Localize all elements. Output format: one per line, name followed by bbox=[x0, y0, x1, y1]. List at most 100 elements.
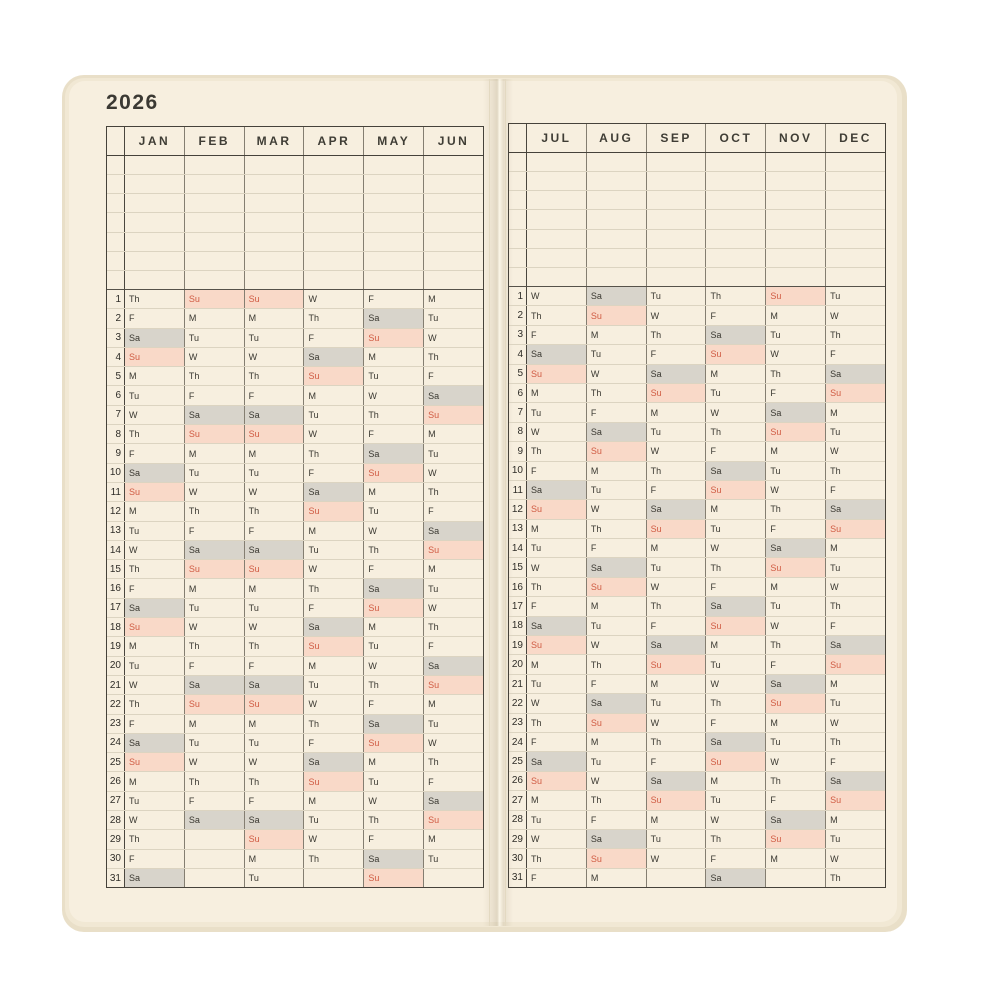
weekday-cell: Sa bbox=[244, 811, 305, 830]
weekday-cell: W bbox=[364, 386, 425, 405]
blank-cell bbox=[826, 268, 885, 286]
blank-number-cell bbox=[107, 175, 125, 194]
weekday-cell: M bbox=[587, 325, 647, 345]
blank-cell bbox=[245, 270, 305, 289]
day-number-cell: 4 bbox=[107, 347, 125, 367]
day-number-cell: 24 bbox=[509, 732, 527, 752]
weekday-cell: Su bbox=[586, 577, 647, 597]
weekday-cell: Su bbox=[244, 425, 305, 444]
weekday-cell: W bbox=[364, 791, 425, 811]
weekday-cell: M bbox=[706, 636, 767, 655]
weekday-cell: W bbox=[766, 616, 827, 636]
blank-cell bbox=[424, 175, 483, 193]
day-row: 1 Th Su Su W F M bbox=[107, 290, 483, 309]
weekday-cell: M bbox=[364, 618, 425, 637]
weekday-cell: M bbox=[125, 772, 185, 791]
blank-cell bbox=[647, 210, 707, 229]
weekday-cell: Th bbox=[706, 422, 767, 442]
weekday-cell: F bbox=[304, 463, 365, 482]
weekday-cell: F bbox=[125, 849, 185, 868]
weekday-cell: F bbox=[364, 560, 425, 579]
weekday-cell: Su bbox=[364, 328, 425, 347]
blank-cell bbox=[587, 267, 647, 286]
weekday-cell: Sa bbox=[125, 463, 185, 482]
weekday-cell: Su bbox=[364, 598, 425, 618]
weekday-cell: Su bbox=[424, 811, 483, 830]
weekday-cell: Sa bbox=[424, 656, 483, 675]
day-number-cell: 10 bbox=[107, 463, 125, 482]
day-row: 23 F M M Th Sa Tu bbox=[107, 713, 483, 733]
weekday-cell: W bbox=[245, 347, 305, 367]
weekday-cell: Tu bbox=[125, 656, 185, 675]
day-number-cell: 22 bbox=[107, 695, 125, 714]
weekday-cell: W bbox=[125, 811, 185, 830]
weekday-cell: F bbox=[766, 519, 827, 539]
weekday-cell: Th bbox=[125, 290, 185, 309]
weekday-cell: W bbox=[185, 753, 245, 772]
day-number-cell: 23 bbox=[107, 714, 125, 733]
day-row: 20 M Th Su Tu F Su bbox=[509, 654, 885, 674]
weekday-cell: M bbox=[304, 386, 365, 405]
blank-cell bbox=[766, 267, 827, 286]
weekday-cell: Su bbox=[364, 733, 425, 753]
weekday-cell: Th bbox=[185, 367, 245, 386]
weekday-cell: Tu bbox=[587, 616, 647, 636]
day-number-cell: 30 bbox=[509, 849, 527, 868]
weekday-cell: W bbox=[527, 829, 587, 849]
day-row: 12 M Th Th Su Tu F bbox=[107, 501, 483, 521]
weekday-cell: Tu bbox=[185, 598, 245, 618]
blank-cell bbox=[706, 248, 767, 267]
weekday-cell: Su bbox=[527, 636, 587, 655]
weekday-cell: Su bbox=[586, 713, 647, 732]
weekday-cell: W bbox=[527, 558, 587, 577]
year-title: 2026 bbox=[106, 91, 159, 114]
blank-cell bbox=[826, 172, 885, 190]
weekday-cell: Sa bbox=[826, 636, 885, 655]
weekday-cell: M bbox=[428, 834, 436, 845]
blank-cell bbox=[766, 153, 827, 172]
weekday-cell: Sa bbox=[766, 674, 827, 694]
weekday-cell: Sa bbox=[706, 597, 767, 616]
day-row: 8 W Sa Tu Th Su Tu bbox=[509, 421, 885, 442]
weekday-cell bbox=[185, 868, 245, 888]
day-row: 14 W Sa Sa Tu Th Su bbox=[107, 539, 483, 560]
weekday-cell: W bbox=[304, 695, 365, 714]
weekday-cell: Su bbox=[244, 560, 305, 579]
weekday-cell: Sa bbox=[646, 500, 707, 519]
weekday-cell: Su bbox=[826, 791, 885, 810]
weekday-cell: Sa bbox=[706, 325, 767, 345]
weekday-cell: M bbox=[364, 482, 425, 502]
weekday-cell: Tu bbox=[245, 598, 305, 618]
weekday-cell: F bbox=[706, 713, 767, 732]
weekday-cell: Sa bbox=[646, 771, 707, 791]
day-row: 22 Th Su Su W F M bbox=[107, 694, 483, 714]
weekday-cell: Th bbox=[364, 405, 425, 425]
day-number-cell: 12 bbox=[509, 500, 527, 519]
weekday-cell: Tu bbox=[304, 540, 365, 560]
blank-cell bbox=[304, 251, 365, 270]
blank-number-cell bbox=[107, 251, 125, 270]
month-header-cell: DEC bbox=[839, 131, 872, 145]
day-number-cell: 8 bbox=[509, 422, 527, 442]
weekday-cell: W bbox=[587, 636, 647, 655]
day-row: 1 W Sa Tu Th Su Tu bbox=[509, 287, 885, 306]
weekday-cell: F bbox=[428, 371, 434, 382]
weekday-cell: Su bbox=[766, 422, 827, 442]
month-header-cell: FEB bbox=[185, 127, 245, 155]
weekday-cell: M bbox=[125, 367, 185, 386]
day-row: 25 Sa Tu F Su W F bbox=[509, 751, 885, 771]
weekday-cell: Th bbox=[830, 329, 841, 340]
day-number-cell: 27 bbox=[107, 791, 125, 811]
blank-number-cell bbox=[107, 232, 125, 251]
weekday-cell: M bbox=[304, 521, 365, 540]
weekday-cell: M bbox=[428, 564, 436, 575]
weekday-cell: Sa bbox=[125, 868, 185, 888]
day-row: 20 Tu F F M W Sa bbox=[107, 655, 483, 675]
blank-number-cell bbox=[509, 267, 527, 286]
weekday-cell: F bbox=[587, 810, 647, 829]
weekday-cell: Tu bbox=[766, 325, 827, 345]
weekday-cell: Tu bbox=[706, 791, 767, 810]
blank-cell bbox=[424, 252, 483, 270]
weekday-cell: Su bbox=[125, 347, 185, 367]
weekday-cell: W bbox=[830, 310, 839, 321]
